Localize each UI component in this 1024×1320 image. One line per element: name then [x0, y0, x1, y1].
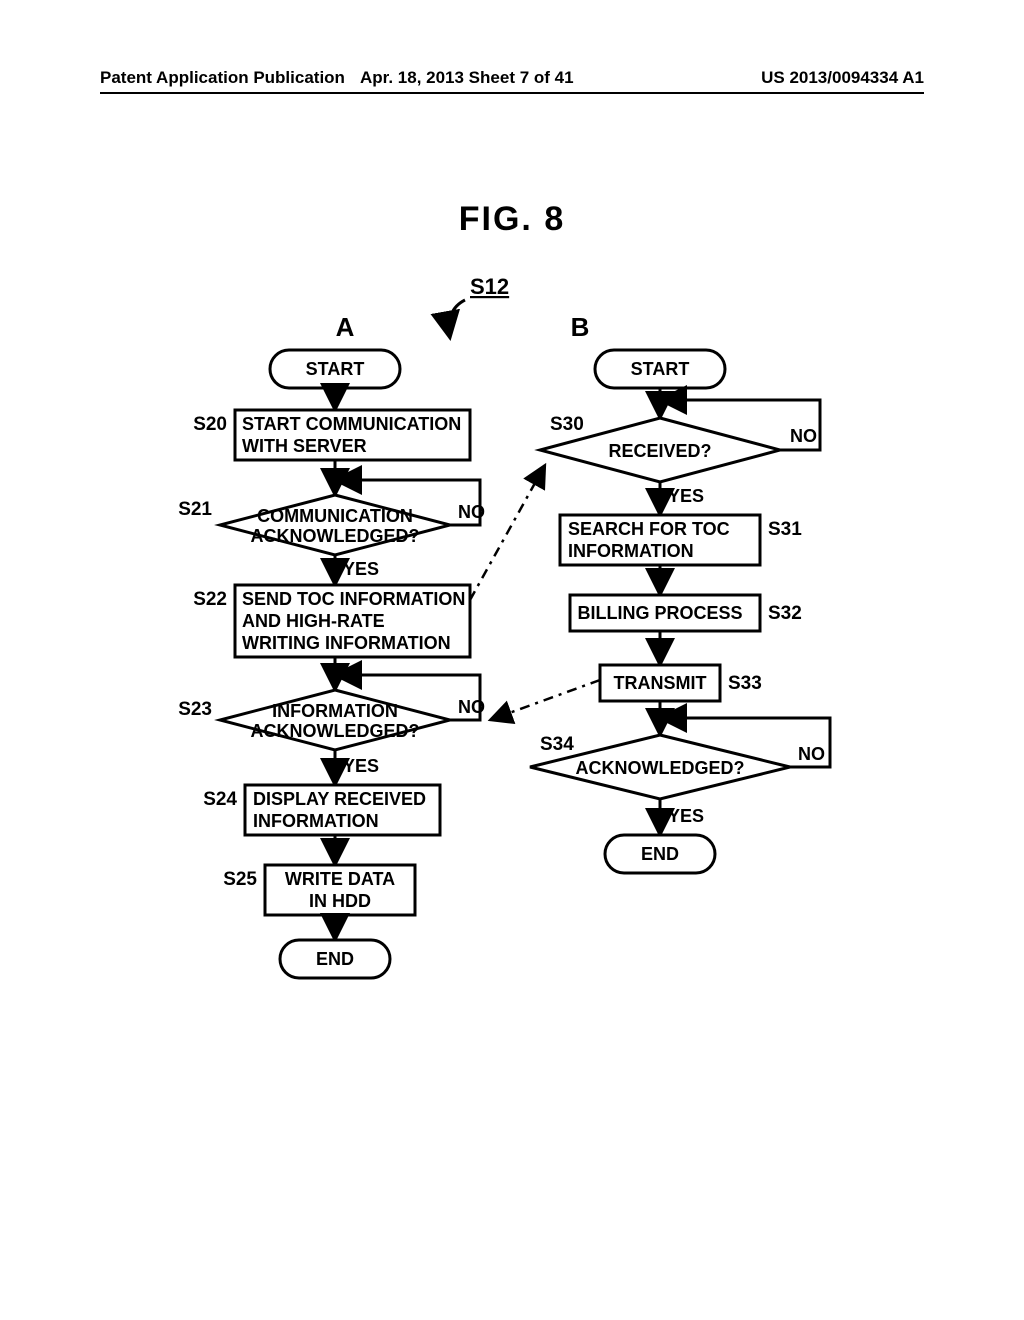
figure-title: FIG. 8: [0, 200, 1024, 239]
s23-yes-label: YES: [343, 756, 379, 776]
s21-yes-label: YES: [343, 559, 379, 579]
terminal-start-b-text: START: [631, 359, 690, 379]
subroutine-ref: S12: [470, 274, 509, 299]
col-b-label: B: [571, 312, 590, 342]
col-a-label: A: [336, 312, 355, 342]
proc-s25-line1: WRITE DATA: [285, 869, 395, 889]
s12-hook: [449, 300, 465, 338]
dec-s34-text: ACKNOWLEDGED?: [576, 758, 745, 778]
s30-no-label: NO: [790, 426, 817, 446]
proc-s24-line1: DISPLAY RECEIVED: [253, 789, 426, 809]
s34-yes-label: YES: [668, 806, 704, 826]
terminal-end-b-text: END: [641, 844, 679, 864]
proc-s22-line2: AND HIGH-RATE: [242, 611, 385, 631]
proc-s22-line1: SEND TOC INFORMATION: [242, 589, 465, 609]
flowchart: S12 A B START S20 START COMMUNICATION WI…: [100, 270, 920, 1190]
label-s25: S25: [223, 869, 257, 890]
label-s24: S24: [203, 789, 237, 810]
proc-s20-line2: WITH SERVER: [242, 436, 367, 456]
label-s30: S30: [550, 414, 584, 435]
header-left: Patent Application Publication: [100, 68, 345, 88]
label-s20: S20: [193, 414, 227, 435]
label-s31: S31: [768, 519, 802, 540]
proc-s31-line2: INFORMATION: [568, 541, 694, 561]
dec-s23-line2: ACKNOWLEDGED?: [251, 721, 420, 741]
terminal-start-a-text: START: [306, 359, 365, 379]
label-s33: S33: [728, 673, 762, 694]
proc-s31-line1: SEARCH FOR TOC: [568, 519, 730, 539]
dec-s23-line1: INFORMATION: [272, 701, 398, 721]
header-right: US 2013/0094334 A1: [761, 68, 924, 88]
s21-no-label: NO: [458, 502, 485, 522]
dec-s21-line1: COMMUNICATION: [257, 506, 413, 526]
label-s22: S22: [193, 589, 227, 610]
proc-s32-text: BILLING PROCESS: [577, 603, 742, 623]
header-mid: Apr. 18, 2013 Sheet 7 of 41: [360, 68, 574, 88]
dec-s21-line2: ACKNOWLEDGED?: [251, 526, 420, 546]
terminal-end-a-text: END: [316, 949, 354, 969]
s30-yes-label: YES: [668, 486, 704, 506]
label-s23: S23: [178, 699, 212, 720]
proc-s20-line1: START COMMUNICATION: [242, 414, 461, 434]
proc-s25-line2: IN HDD: [309, 891, 371, 911]
dash-s33-s23: [490, 680, 600, 720]
proc-s24-line2: INFORMATION: [253, 811, 379, 831]
label-s32: S32: [768, 603, 802, 624]
label-s34: S34: [540, 734, 574, 755]
proc-s33-text: TRANSMIT: [614, 673, 707, 693]
s34-no-label: NO: [798, 744, 825, 764]
s23-no-label: NO: [458, 697, 485, 717]
proc-s22-line3: WRITING INFORMATION: [242, 633, 451, 653]
label-s21: S21: [178, 499, 212, 520]
page-header: Patent Application Publication Apr. 18, …: [100, 92, 924, 124]
dec-s30-text: RECEIVED?: [608, 441, 711, 461]
